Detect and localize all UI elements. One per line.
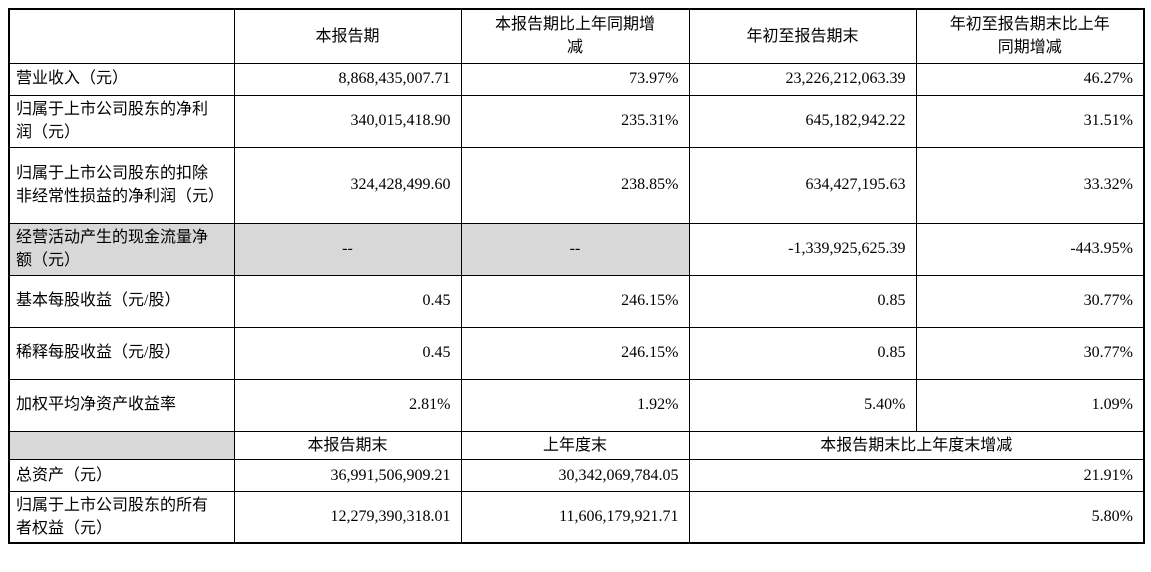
header-empty-cell	[8, 430, 235, 460]
header-period-end-change: 本报告期末比上年度末增减	[688, 430, 1145, 460]
row-weighted-roe: 加权平均净资产收益率 2.81% 1.92% 5.40% 1.09%	[8, 378, 1145, 432]
current-period-change: 238.85%	[460, 146, 690, 224]
period-end-change-value: 21.91%	[688, 458, 1145, 492]
current-period-change: 1.92%	[460, 378, 690, 432]
current-period-value: 0.45	[233, 326, 462, 380]
current-period-value: 8,868,435,007.71	[233, 62, 462, 96]
row-diluted-eps: 稀释每股收益（元/股） 0.45 246.15% 0.85 30.77%	[8, 326, 1145, 380]
ytd-change: 31.51%	[915, 94, 1145, 148]
period-end-change-value: 5.80%	[688, 490, 1145, 544]
ytd-change: 1.09%	[915, 378, 1145, 432]
header-ytd: 年初至报告期末	[688, 8, 917, 64]
prev-year-end-value: 30,342,069,784.05	[460, 458, 690, 492]
row-label-cell: 总资产（元）	[8, 458, 235, 492]
row-label-cell: 稀释每股收益（元/股）	[8, 326, 235, 380]
prev-year-end-value: 11,606,179,921.71	[460, 490, 690, 544]
period-end-value: 36,991,506,909.21	[233, 458, 462, 492]
current-period-change: 235.31%	[460, 94, 690, 148]
header-ytd-change: 年初至报告期末比上年同期增减	[915, 8, 1145, 64]
row-owners-equity: 归属于上市公司股东的所有者权益（元） 12,279,390,318.01 11,…	[8, 490, 1145, 544]
ytd-value: 0.85	[688, 326, 917, 380]
row-label-cell: 经营活动产生的现金流量净额（元）	[8, 222, 235, 276]
header-prev-year-end: 上年度末	[460, 430, 690, 460]
row-total-assets: 总资产（元） 36,991,506,909.21 30,342,069,784.…	[8, 458, 1145, 492]
row-label-cell: 加权平均净资产收益率	[8, 378, 235, 432]
ytd-value: 634,427,195.63	[688, 146, 917, 224]
row-label-cell: 营业收入（元）	[8, 62, 235, 96]
row-net-profit: 归属于上市公司股东的净利润（元） 340,015,418.90 235.31% …	[8, 94, 1145, 148]
current-period-value: 2.81%	[233, 378, 462, 432]
row-basic-eps: 基本每股收益（元/股） 0.45 246.15% 0.85 30.77%	[8, 274, 1145, 328]
key-accounting-data-table: 本报告期 本报告期比上年同期增减 年初至报告期末 年初至报告期末比上年同期增减 …	[8, 8, 1145, 545]
row-label-cell: 归属于上市公司股东的所有者权益（元）	[8, 490, 235, 544]
ytd-value: -1,339,925,625.39	[688, 222, 917, 276]
current-period-change: 73.97%	[460, 62, 690, 96]
ytd-change: 30.77%	[915, 274, 1145, 328]
current-period-value: 0.45	[233, 274, 462, 328]
current-period-value: --	[233, 222, 462, 276]
ytd-change: -443.95%	[915, 222, 1145, 276]
row-operating-revenue: 营业收入（元） 8,868,435,007.71 73.97% 23,226,2…	[8, 62, 1145, 96]
ytd-value: 5.40%	[688, 378, 917, 432]
ytd-value: 0.85	[688, 274, 917, 328]
row-operating-cash-flow: 经营活动产生的现金流量净额（元） -- -- -1,339,925,625.39…	[8, 222, 1145, 276]
header-current-period: 本报告期	[233, 8, 462, 64]
header-current-period-change: 本报告期比上年同期增减	[460, 8, 690, 64]
ytd-change: 33.32%	[915, 146, 1145, 224]
row-label-cell: 归属于上市公司股东的净利润（元）	[8, 94, 235, 148]
ytd-change: 46.27%	[915, 62, 1145, 96]
row-net-profit-excl-nonrecurring: 归属于上市公司股东的扣除非经常性损益的净利润（元） 324,428,499.60…	[8, 146, 1145, 224]
current-period-value: 340,015,418.90	[233, 94, 462, 148]
ytd-change: 30.77%	[915, 326, 1145, 380]
ytd-value: 23,226,212,063.39	[688, 62, 917, 96]
period-end-header-row: 本报告期末 上年度末 本报告期末比上年度末增减	[8, 430, 1145, 460]
period-end-value: 12,279,390,318.01	[233, 490, 462, 544]
row-label-cell: 归属于上市公司股东的扣除非经常性损益的净利润（元）	[8, 146, 235, 224]
current-period-change: 246.15%	[460, 274, 690, 328]
row-label-cell: 基本每股收益（元/股）	[8, 274, 235, 328]
current-period-change: 246.15%	[460, 326, 690, 380]
current-period-change: --	[460, 222, 690, 276]
ytd-value: 645,182,942.22	[688, 94, 917, 148]
header-empty-cell	[8, 8, 235, 64]
current-period-value: 324,428,499.60	[233, 146, 462, 224]
period-header-row: 本报告期 本报告期比上年同期增减 年初至报告期末 年初至报告期末比上年同期增减	[8, 8, 1145, 64]
header-period-end: 本报告期末	[233, 430, 462, 460]
